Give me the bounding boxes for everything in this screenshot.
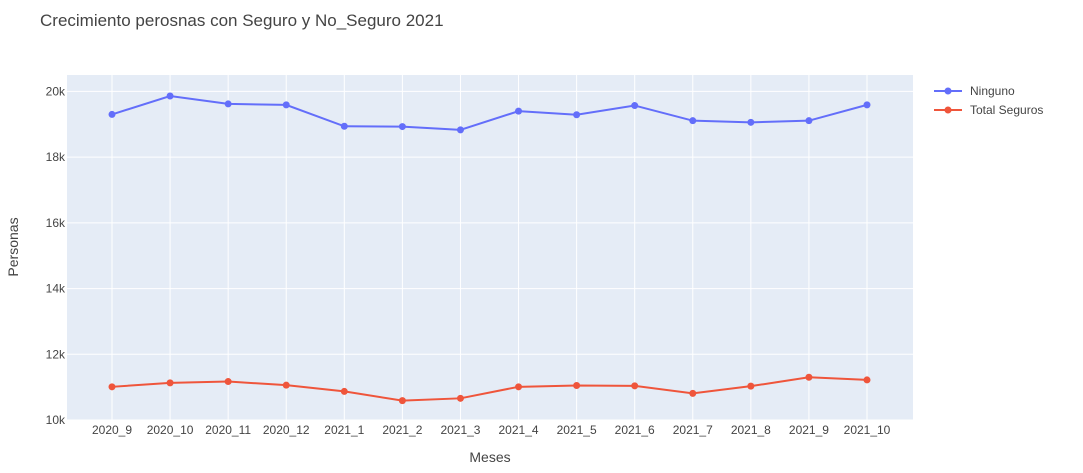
data-point[interactable]: [747, 118, 755, 126]
y-tick-label: 20k: [46, 84, 66, 98]
y-tick-label: 12k: [46, 347, 66, 361]
legend-marker-icon: [944, 106, 952, 114]
data-point[interactable]: [340, 387, 348, 395]
legend-label: Ninguno: [970, 84, 1015, 98]
data-point[interactable]: [108, 383, 116, 391]
x-axis-title: Meses: [469, 449, 510, 465]
x-tick-label: 2020_10: [147, 423, 194, 437]
data-point[interactable]: [224, 378, 232, 386]
data-point[interactable]: [224, 100, 232, 108]
data-point[interactable]: [456, 126, 464, 134]
data-point[interactable]: [515, 107, 523, 115]
x-tick-label: 2021_8: [731, 423, 771, 437]
chart-title: Crecimiento perosnas con Seguro y No_Seg…: [40, 11, 444, 30]
data-point[interactable]: [108, 110, 116, 118]
grid-lines: [67, 75, 913, 421]
data-point[interactable]: [398, 397, 406, 405]
series-group: [108, 92, 871, 405]
x-tick-label: 2021_4: [499, 423, 539, 437]
plot-area: [67, 75, 913, 420]
legend[interactable]: Ninguno Total Seguros: [934, 84, 1043, 117]
series-line: [111, 376, 868, 402]
y-tick-label: 10k: [46, 413, 66, 427]
legend-label: Total Seguros: [970, 103, 1043, 117]
series-ninguno: [108, 92, 871, 134]
x-tick-label: 2020_12: [263, 423, 310, 437]
series-line: [111, 95, 868, 131]
legend-item[interactable]: Total Seguros: [934, 103, 1043, 117]
data-point[interactable]: [805, 117, 813, 125]
data-point[interactable]: [631, 102, 639, 110]
data-point[interactable]: [689, 389, 697, 397]
x-tick-label: 2021_6: [615, 423, 655, 437]
data-point[interactable]: [863, 101, 871, 109]
y-tick-label: 18k: [46, 150, 66, 164]
data-point[interactable]: [747, 382, 755, 390]
x-tick-label: 2021_7: [673, 423, 713, 437]
data-point[interactable]: [689, 117, 697, 125]
y-tick-label: 14k: [46, 282, 66, 296]
data-point[interactable]: [863, 376, 871, 384]
series-total-seguros: [108, 373, 871, 405]
data-point[interactable]: [515, 383, 523, 391]
data-point[interactable]: [805, 373, 813, 381]
y-tick-label: 16k: [46, 216, 66, 230]
legend-item[interactable]: Ninguno: [934, 84, 1015, 98]
legend-marker-icon: [944, 87, 952, 95]
y-axis-ticks: 10k 12k 14k 16k 18k 20k: [46, 84, 66, 427]
data-point[interactable]: [631, 382, 639, 390]
data-point[interactable]: [573, 382, 581, 389]
x-tick-label: 2021_10: [844, 423, 891, 437]
data-point[interactable]: [282, 381, 290, 389]
x-tick-label: 2021_2: [382, 423, 422, 437]
x-tick-label: 2021_5: [557, 423, 597, 437]
x-tick-label: 2020_11: [205, 423, 251, 437]
data-point[interactable]: [573, 111, 581, 119]
x-tick-label: 2021_9: [789, 423, 829, 437]
x-tick-label: 2021_1: [324, 423, 364, 437]
x-tick-label: 2020_9: [92, 423, 132, 437]
data-point[interactable]: [282, 101, 290, 109]
data-point[interactable]: [398, 123, 406, 131]
data-point[interactable]: [456, 394, 464, 402]
x-axis-ticks: 2020_9 2020_10 2020_11 2020_12 2021_1 2021_2 2…: [92, 423, 891, 437]
y-axis-title: Personas: [5, 217, 21, 276]
x-tick-label: 2021_3: [440, 423, 480, 437]
data-point[interactable]: [166, 379, 174, 387]
data-point[interactable]: [340, 122, 348, 130]
data-point[interactable]: [166, 92, 174, 100]
